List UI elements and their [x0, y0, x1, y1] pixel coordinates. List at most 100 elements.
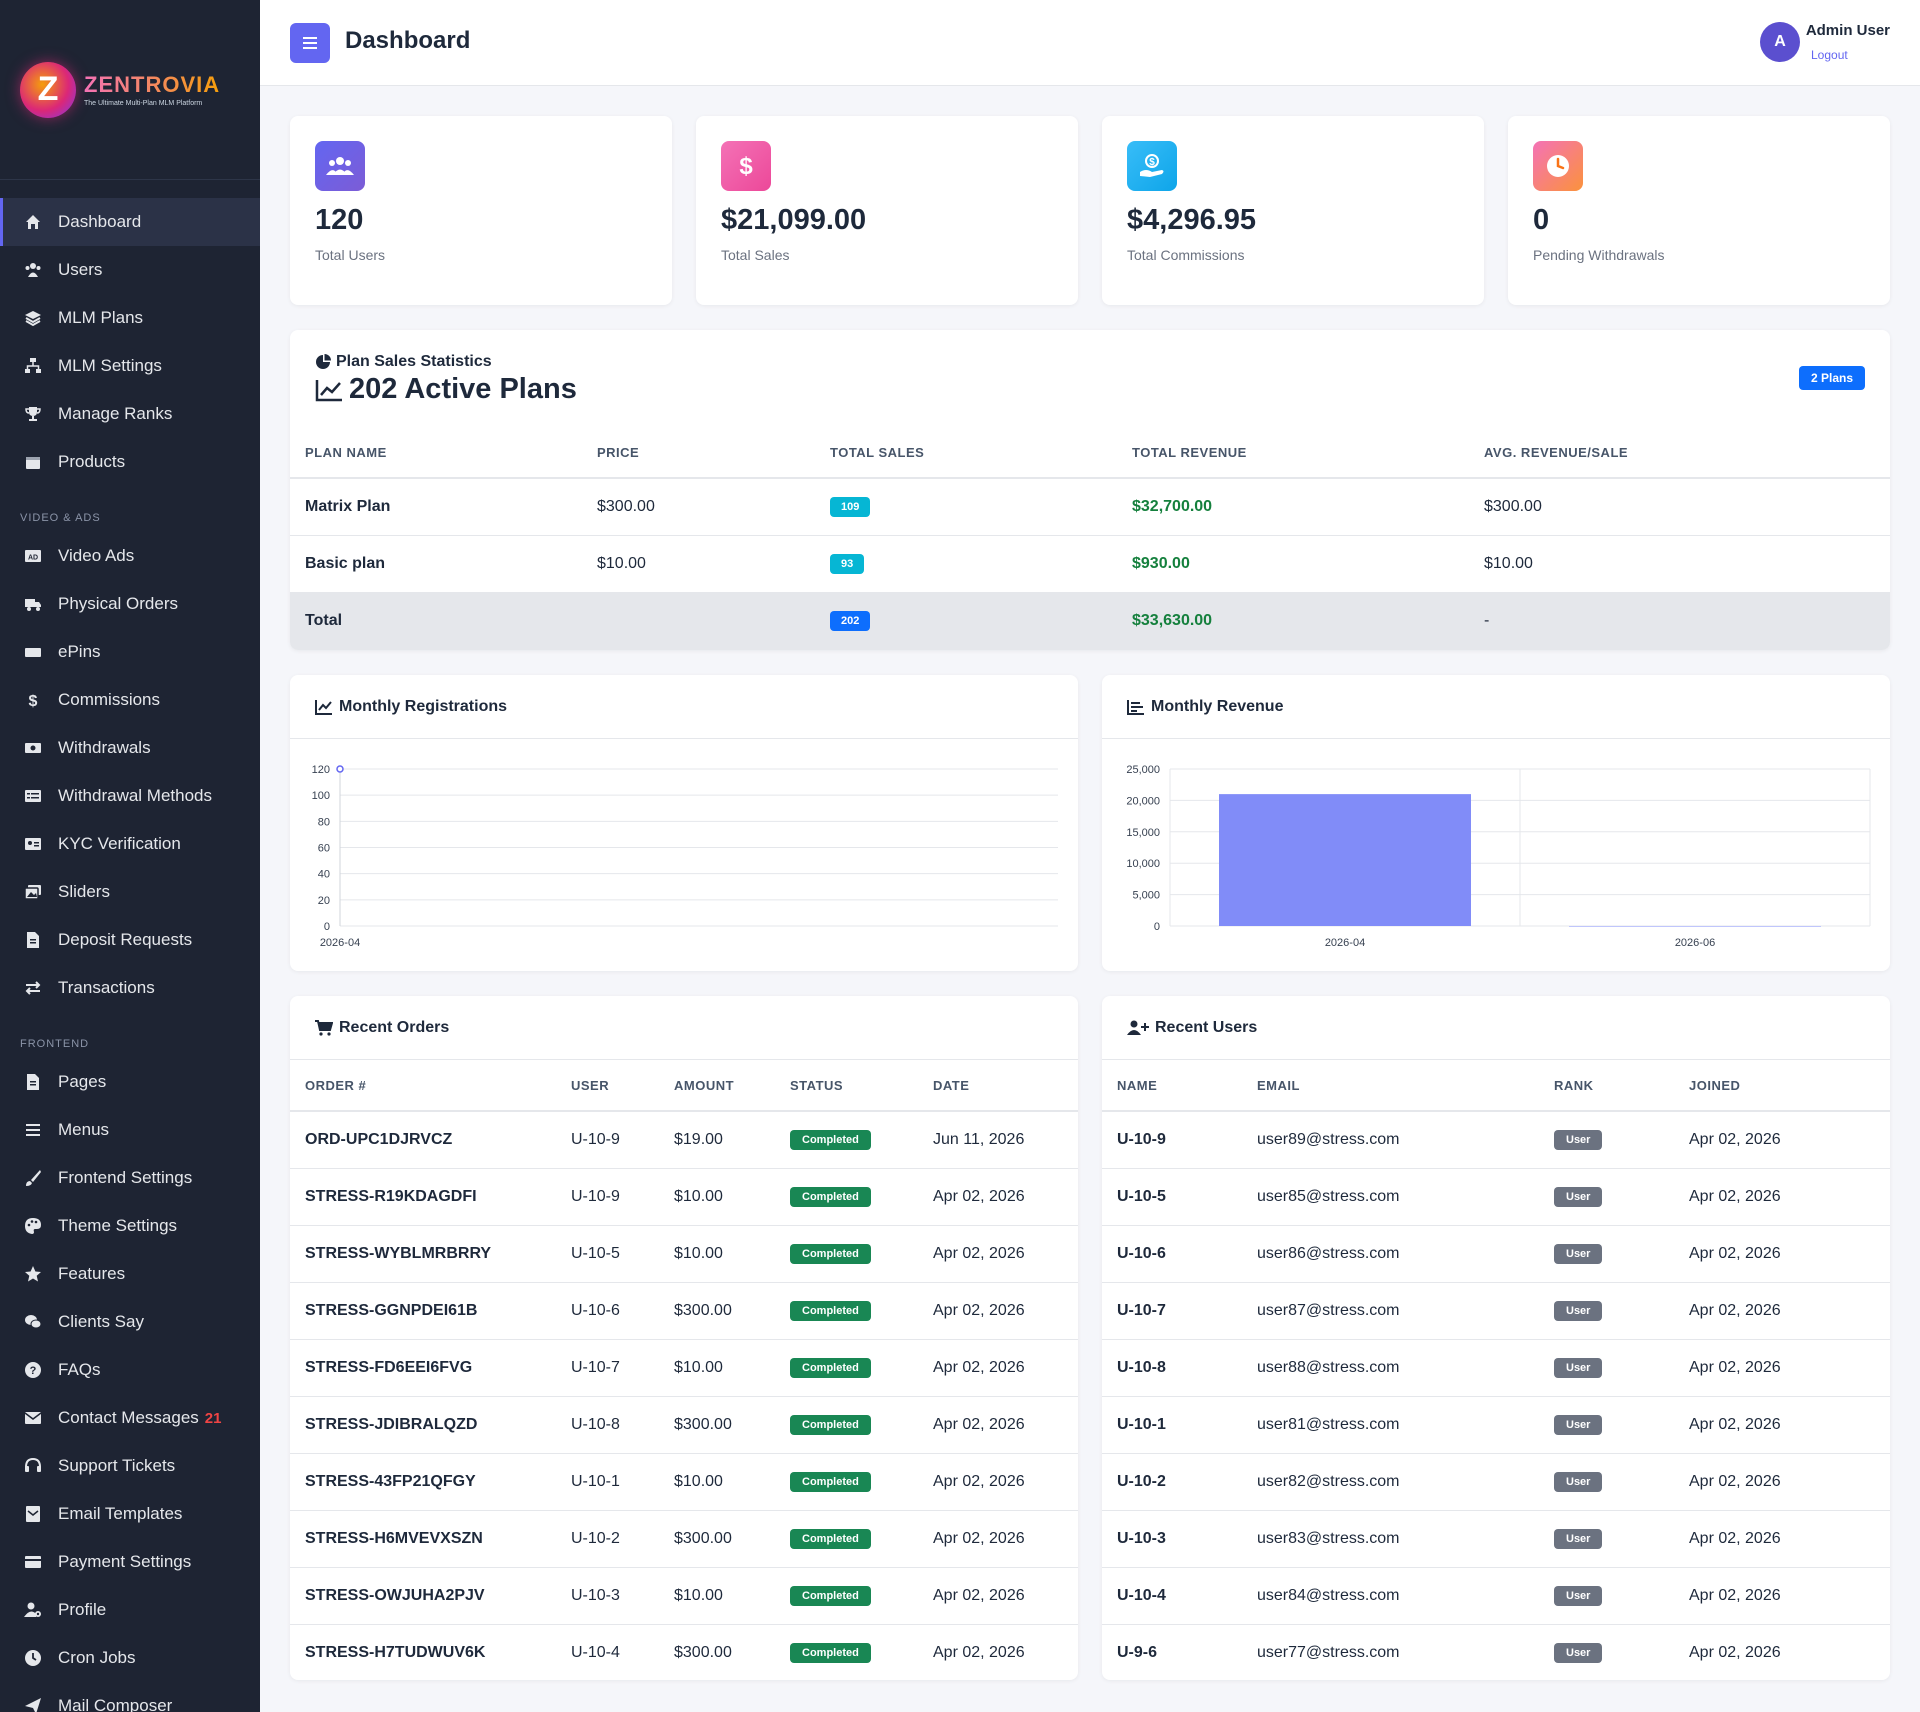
sidebar-item-payment-settings[interactable]: Payment Settings — [0, 1538, 260, 1586]
bar[interactable] — [1219, 794, 1471, 926]
stat-label: Total Users — [315, 247, 386, 263]
y-tick-label: 15,000 — [1126, 827, 1160, 839]
table-row: Basic plan $10.00 93 $930.00 $10.00 — [290, 535, 1890, 593]
file-icon — [22, 1071, 44, 1093]
table-row[interactable]: STRESS-43FP21QFGY U-10-1 $10.00 Completed Ap… — [290, 1453, 1078, 1511]
total-sales-cell: 93 — [815, 535, 1117, 593]
sidebar-item-users[interactable]: Users — [0, 246, 260, 294]
trophy-icon — [22, 403, 44, 425]
sidebar-item-support-tickets[interactable]: Support Tickets — [0, 1442, 260, 1490]
user-email: user81@stress.com — [1242, 1396, 1539, 1454]
table-row[interactable]: U-10-2 user82@stress.com User Apr 02, 2026 — [1102, 1453, 1890, 1511]
sidebar-item-commissions[interactable]: $ Commissions — [0, 676, 260, 724]
user-name[interactable]: Admin User — [1805, 22, 1890, 39]
status-badge: Completed — [790, 1186, 871, 1207]
menu-toggle-button[interactable] — [290, 23, 330, 63]
table-row[interactable]: ORD-UPC1DJRVCZ U-10-9 $19.00 Completed Jun 1… — [290, 1111, 1078, 1169]
sidebar-item-label: Mail Composer — [58, 1696, 173, 1712]
sidebar-item-transactions[interactable]: Transactions — [0, 964, 260, 1012]
table-row[interactable]: U-10-4 user84@stress.com User Apr 02, 2026 — [1102, 1567, 1890, 1625]
brand-logo[interactable]: Z ZENTROVIA The Ultimate Multi-Plan MLM … — [0, 0, 260, 180]
order-date: Apr 02, 2026 — [918, 1624, 1078, 1680]
sidebar-item-faqs[interactable]: ? FAQs — [0, 1346, 260, 1394]
table-row[interactable]: STRESS-H7TUDWUV6K U-10-4 $300.00 Completed A… — [290, 1624, 1078, 1680]
sidebar-item-frontend-settings[interactable]: Frontend Settings — [0, 1154, 260, 1202]
order-status-cell: Completed — [775, 1453, 918, 1511]
plan-revenue: $930.00 — [1117, 535, 1469, 593]
x-tick-label: 2026-04 — [320, 937, 360, 949]
plan-revenue: $32,700.00 — [1117, 478, 1469, 536]
pie-chart-icon — [316, 354, 331, 369]
rank-badge: User — [1554, 1186, 1603, 1207]
sidebar-item-mlm-settings[interactable]: MLM Settings — [0, 342, 260, 390]
sidebar-item-products[interactable]: Products — [0, 438, 260, 486]
table-row[interactable]: U-10-7 user87@stress.com User Apr 02, 2026 — [1102, 1282, 1890, 1340]
plan-name: Matrix Plan — [290, 478, 582, 536]
sidebar-item-kyc-verification[interactable]: KYC Verification — [0, 820, 260, 868]
y-tick-label: 60 — [318, 843, 330, 855]
user-name-cell: U-10-6 — [1102, 1225, 1242, 1283]
user-rank-cell: User — [1539, 1111, 1674, 1169]
sidebar-item-menus[interactable]: Menus — [0, 1106, 260, 1154]
table-row[interactable]: U-10-9 user89@stress.com User Apr 02, 2026 — [1102, 1111, 1890, 1169]
plan-price: $10.00 — [582, 535, 815, 593]
sidebar-item-label: Sliders — [58, 882, 110, 901]
sidebar-item-mail-composer[interactable]: Mail Composer — [0, 1682, 260, 1712]
sidebar-item-email-templates[interactable]: Email Templates — [0, 1490, 260, 1538]
sidebar-item-pages[interactable]: Pages — [0, 1058, 260, 1106]
order-status-cell: Completed — [775, 1168, 918, 1226]
avatar[interactable]: A — [1760, 22, 1800, 62]
user-joined: Apr 02, 2026 — [1674, 1111, 1890, 1169]
bar[interactable] — [1569, 926, 1821, 927]
table-row[interactable]: U-10-6 user86@stress.com User Apr 02, 2026 — [1102, 1225, 1890, 1283]
table-row[interactable]: U-10-3 user83@stress.com User Apr 02, 2026 — [1102, 1510, 1890, 1568]
panel-header: Monthly Revenue — [1102, 675, 1890, 739]
column-header: PLAN NAME — [290, 427, 582, 479]
sidebar-item-manage-ranks[interactable]: Manage Ranks — [0, 390, 260, 438]
user-joined: Apr 02, 2026 — [1674, 1339, 1890, 1397]
order-number: ORD-UPC1DJRVCZ — [290, 1111, 556, 1169]
stat-label: Pending Withdrawals — [1533, 247, 1665, 263]
sidebar-item-features[interactable]: Features — [0, 1250, 260, 1298]
sidebar-item-withdrawals[interactable]: Withdrawals — [0, 724, 260, 772]
sidebar-item-theme-settings[interactable]: Theme Settings — [0, 1202, 260, 1250]
table-row[interactable]: STRESS-WYBLMRBRRY U-10-5 $10.00 Completed Ap… — [290, 1225, 1078, 1283]
rank-badge: User — [1554, 1414, 1603, 1435]
sidebar-item-physical-orders[interactable]: Physical Orders — [0, 580, 260, 628]
user-email: user86@stress.com — [1242, 1225, 1539, 1283]
table-row[interactable]: STRESS-GGNPDEI61B U-10-6 $300.00 Completed A… — [290, 1282, 1078, 1340]
table-row[interactable]: U-9-6 user77@stress.com User Apr 02, 2026 — [1102, 1624, 1890, 1680]
table-row[interactable]: U-10-5 user85@stress.com User Apr 02, 2026 — [1102, 1168, 1890, 1226]
table-row[interactable]: STRESS-R19KDAGDFI U-10-9 $10.00 Completed Ap… — [290, 1168, 1078, 1226]
table-row[interactable]: U-10-8 user88@stress.com User Apr 02, 2026 — [1102, 1339, 1890, 1397]
sidebar-item-video-ads[interactable]: AD Video Ads — [0, 532, 260, 580]
table-row[interactable]: STRESS-H6MVEVXSZN U-10-2 $300.00 Completed A… — [290, 1510, 1078, 1568]
sidebar-item-dashboard[interactable]: Dashboard — [0, 198, 260, 246]
sidebar-item-profile[interactable]: Profile — [0, 1586, 260, 1634]
table-row[interactable]: U-10-1 user81@stress.com User Apr 02, 2026 — [1102, 1396, 1890, 1454]
topbar: Dashboard A Admin User Logout — [260, 0, 1920, 86]
sidebar-item-label: Payment Settings — [58, 1552, 192, 1571]
user-name-cell: U-10-2 — [1102, 1453, 1242, 1511]
y-tick-label: 10,000 — [1126, 858, 1160, 870]
status-badge: Completed — [790, 1585, 871, 1606]
sidebar-item-withdrawal-methods[interactable]: Withdrawal Methods — [0, 772, 260, 820]
table-row[interactable]: STRESS-OWJUHA2PJV U-10-3 $10.00 Completed Ap… — [290, 1567, 1078, 1625]
table-row[interactable]: STRESS-FD6EEI6FVG U-10-7 $10.00 Completed Ap… — [290, 1339, 1078, 1397]
order-date: Apr 02, 2026 — [918, 1168, 1078, 1226]
table-row[interactable]: STRESS-JDIBRALQZD U-10-8 $300.00 Completed A… — [290, 1396, 1078, 1454]
sidebar-item-sliders[interactable]: Sliders — [0, 868, 260, 916]
plan-stats-title-text: 202 Active Plans — [349, 373, 577, 405]
data-point[interactable] — [336, 765, 344, 773]
sidebar-item-deposit-requests[interactable]: Deposit Requests — [0, 916, 260, 964]
sidebar-item-epins[interactable]: ePins — [0, 628, 260, 676]
sidebar-item-clients-say[interactable]: Clients Say — [0, 1298, 260, 1346]
sidebar-item-contact-messages[interactable]: Contact Messages 21 — [0, 1394, 260, 1442]
sidebar-item-cron-jobs[interactable]: Cron Jobs — [0, 1634, 260, 1682]
order-status-cell: Completed — [775, 1567, 918, 1625]
sidebar-item-label: Support Tickets — [58, 1456, 176, 1475]
rank-badge: User — [1554, 1471, 1603, 1492]
logout-link[interactable]: Logout — [1811, 48, 1848, 62]
stat-value: 120 — [315, 204, 364, 236]
sidebar-item-mlm-plans[interactable]: MLM Plans — [0, 294, 260, 342]
